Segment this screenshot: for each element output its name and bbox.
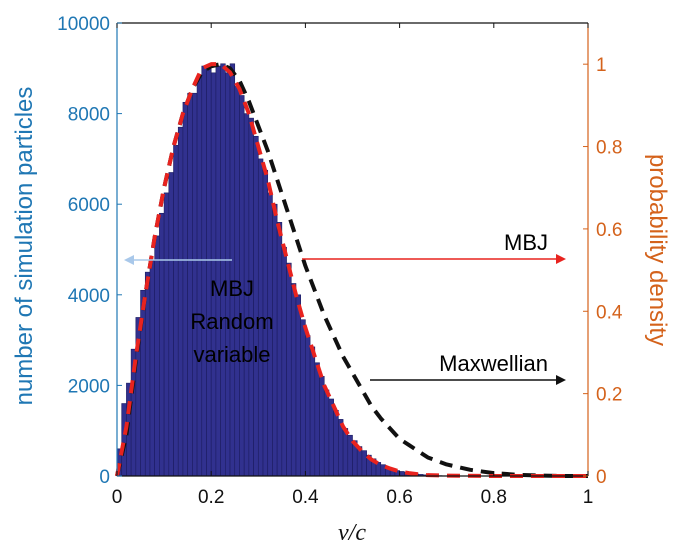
histogram-bar xyxy=(276,222,283,477)
annotation-mbj-random-line3: variable xyxy=(193,342,270,367)
histogram-bar xyxy=(347,434,353,477)
histogram-bar xyxy=(220,63,226,477)
y-right-tick-label: 0 xyxy=(596,467,607,488)
y-left-tick-label: 8000 xyxy=(68,105,110,126)
histogram-bar xyxy=(229,63,236,477)
x-tick-label: 0.6 xyxy=(386,487,412,508)
histogram-bar xyxy=(267,192,273,477)
histogram-bar xyxy=(177,126,184,477)
histogram-bar xyxy=(154,235,160,477)
histogram-bar xyxy=(201,65,207,477)
histogram-bar xyxy=(210,72,217,477)
ticks: 0 0.2 0.4 0.6 0.8 1020004000600080001000000.2… xyxy=(57,14,623,508)
x-axis-label: v/c xyxy=(338,520,366,546)
histogram-bar xyxy=(196,77,203,477)
y-right-tick-label: 1 xyxy=(596,55,607,76)
x-tick-label: 0.2 xyxy=(198,487,224,508)
histogram-bars xyxy=(116,63,452,477)
histogram-bar xyxy=(300,319,306,477)
annotation-mbj-random-line2: Random xyxy=(190,309,273,334)
y-left-tick-label: 4000 xyxy=(68,286,110,307)
annotation-mbj: MBJ xyxy=(504,230,548,255)
histogram-bar xyxy=(187,92,193,477)
y-right-axis-label: probability density xyxy=(644,154,671,346)
histogram-bar xyxy=(290,283,297,477)
annotation-maxwellian: Maxwellian xyxy=(439,351,548,376)
histogram-bar xyxy=(342,428,349,477)
density-curves xyxy=(115,62,588,478)
x-tick-label: 0.4 xyxy=(292,487,319,508)
y-left-tick-label: 6000 xyxy=(68,195,110,216)
annotation-mbj-random-line1: MBJ xyxy=(210,276,254,301)
x-tick-label: 1 xyxy=(583,487,594,508)
histogram-bar xyxy=(206,65,212,477)
x-tick-label: 0.8 xyxy=(481,487,507,508)
histogram-bar xyxy=(281,246,287,477)
histogram-bar xyxy=(399,471,405,477)
y-right-tick-label: 0.6 xyxy=(596,220,622,241)
histogram-bar xyxy=(272,203,278,477)
y-right-tick-label: 0.2 xyxy=(596,385,622,406)
histogram-bar xyxy=(192,92,198,477)
annotation-mbj-random-arrowhead xyxy=(124,255,134,265)
histogram-bar xyxy=(159,212,165,477)
histogram-bar xyxy=(215,65,221,477)
histogram-bar xyxy=(305,335,311,477)
y-right-tick-label: 0.8 xyxy=(596,138,622,159)
y-left-tick-label: 10000 xyxy=(57,14,110,35)
histogram-bar xyxy=(295,294,301,477)
histogram-bar xyxy=(225,72,231,477)
y-left-axis-label: number of simulation particles xyxy=(11,87,38,406)
histogram-bar xyxy=(173,145,179,477)
y-right-tick-label: 0.4 xyxy=(596,302,623,323)
y-left-tick-label: 0 xyxy=(99,467,110,488)
annotations: MBJ Random variable MBJ Maxwellian xyxy=(124,230,566,385)
histogram-bar xyxy=(163,192,170,477)
axes xyxy=(116,22,589,477)
annotation-maxwellian-arrowhead xyxy=(556,375,566,385)
histogram-bar xyxy=(314,362,320,477)
y-left-tick-label: 2000 xyxy=(68,376,110,397)
annotation-mbj-arrowhead xyxy=(556,254,566,264)
histogram-bar xyxy=(168,172,174,477)
histogram-bar xyxy=(253,135,259,477)
histogram-bar xyxy=(328,398,334,477)
histogram-bar xyxy=(323,389,330,477)
histogram-bar xyxy=(121,403,127,477)
histogram-bar xyxy=(333,410,339,477)
histogram-bar xyxy=(149,260,155,477)
histogram-bar xyxy=(361,450,367,477)
x-tick-label: 0 xyxy=(112,487,123,508)
histogram-bar xyxy=(182,101,188,477)
series-line-mbj xyxy=(115,62,588,478)
histogram-bar xyxy=(286,262,292,477)
histogram-bar xyxy=(319,376,325,477)
histogram-bar xyxy=(380,464,386,477)
histogram-bar xyxy=(309,346,316,477)
